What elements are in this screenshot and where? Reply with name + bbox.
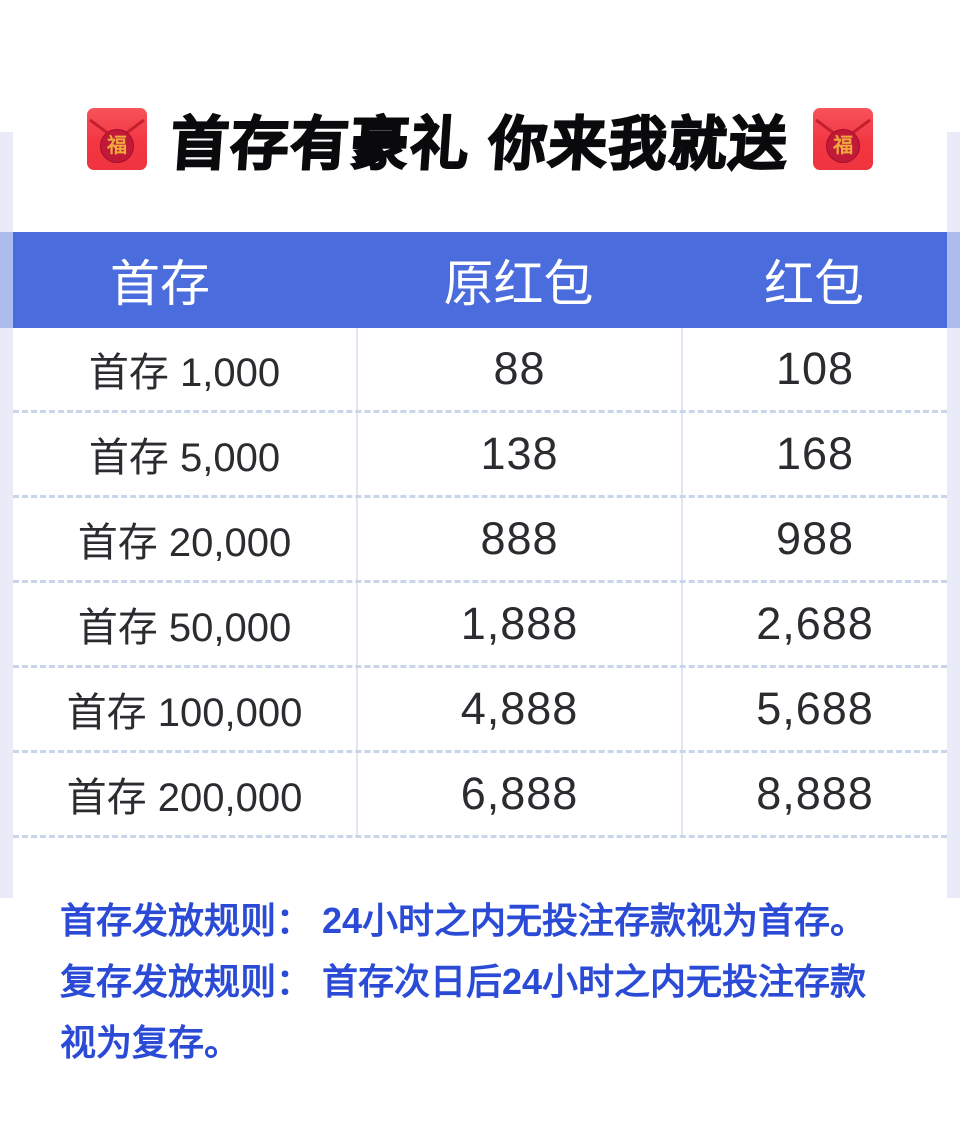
bonus-cell: 108 [681, 328, 947, 410]
deposit-cell: 首存 100,000 [66, 691, 303, 735]
envelope-seal: 福 [99, 129, 134, 163]
right-margin-overlay [947, 132, 960, 898]
column-header-deposit: 首存 [110, 256, 210, 312]
table-row: 首存 50,000 1,888 2,688 [13, 583, 947, 668]
rule-line-1: 首存发放规则： 24小时之内无投注存款视为首存。 [60, 900, 867, 941]
original-bonus-cell: 4,888 [356, 668, 681, 750]
original-bonus-cell: 88 [356, 328, 681, 410]
deposit-cell: 首存 20,000 [77, 521, 292, 565]
original-bonus-cell: 138 [356, 413, 681, 495]
envelope-seal: 福 [826, 129, 861, 163]
red-envelope-icon: 福 [813, 108, 874, 170]
bonus-cell: 8,888 [681, 753, 947, 835]
table-row: 首存 200,000 6,888 8,888 [13, 753, 947, 838]
deposit-cell: 首存 200,000 [66, 776, 303, 820]
deposit-cell: 首存 1,000 [88, 351, 281, 395]
bonus-cell: 988 [681, 498, 947, 580]
promo-title-row: 福 首存有豪礼 你来我就送 福 [13, 102, 947, 178]
fu-character: 福 [833, 135, 854, 157]
rule-line-3: 视为复存。 [60, 1022, 241, 1063]
column-header-bonus: 红包 [764, 256, 864, 312]
original-bonus-cell: 6,888 [356, 753, 681, 835]
red-envelope-icon: 福 [86, 108, 147, 170]
column-header-original-bonus: 原红包 [443, 256, 594, 312]
bonus-cell: 168 [681, 413, 947, 495]
rule-line-2: 复存发放规则： 首存次日后24小时之内无投注存款 [60, 961, 867, 1002]
bonus-table: 首存 原红包 红包 首存 1,000 88 108 首存 5,000 138 1… [0, 232, 960, 838]
promo-title: 首存有豪礼 你来我就送 [167, 111, 792, 178]
original-bonus-cell: 888 [356, 498, 681, 580]
bonus-cell: 5,688 [681, 668, 947, 750]
table-row: 首存 1,000 88 108 [13, 328, 947, 413]
original-bonus-cell: 1,888 [356, 583, 681, 665]
deposit-cell: 首存 5,000 [88, 436, 281, 480]
left-margin-overlay [0, 132, 13, 898]
deposit-cell: 首存 50,000 [77, 606, 292, 650]
table-row: 首存 20,000 888 988 [13, 498, 947, 583]
fu-character: 福 [106, 135, 127, 157]
table-row: 首存 100,000 4,888 5,688 [13, 668, 947, 753]
table-row: 首存 5,000 138 168 [13, 413, 947, 498]
table-header-row: 首存 原红包 红包 [0, 232, 960, 328]
bonus-rules: 首存发放规则： 24小时之内无投注存款视为首存。 复存发放规则： 首存次日后24… [60, 890, 920, 1073]
bonus-cell: 2,688 [681, 583, 947, 665]
